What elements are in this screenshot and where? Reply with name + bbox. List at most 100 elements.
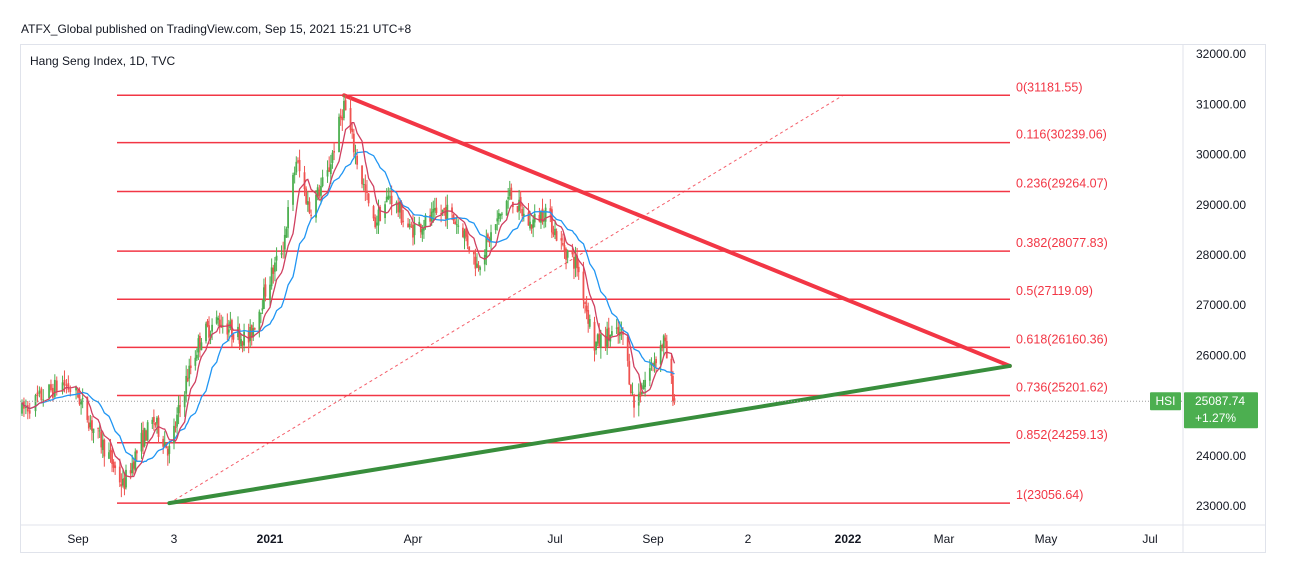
candle-body: [87, 422, 90, 429]
candle-body: [209, 334, 212, 337]
candle-body: [544, 207, 547, 222]
candle-body: [243, 331, 245, 346]
candle-body: [661, 345, 664, 347]
candle-body: [585, 305, 588, 312]
candle-body: [232, 334, 235, 340]
candle-body: [310, 214, 312, 216]
moving-averages: [21, 121, 676, 478]
price-tick-label: 27000.00: [1196, 298, 1246, 312]
candle-body: [577, 266, 580, 273]
candle-body: [499, 213, 502, 216]
candle-body: [611, 331, 613, 336]
candle-body: [316, 187, 319, 197]
symbol-title: Hang Seng Index, 1D, TVC: [30, 54, 176, 68]
candle-body: [156, 417, 158, 424]
candle-body: [516, 205, 519, 213]
candle-body: [435, 207, 438, 214]
candle-body: [385, 196, 388, 203]
candle-body: [552, 232, 555, 235]
candle-body: [508, 190, 511, 196]
candle-body: [598, 333, 601, 347]
candle-body: [384, 204, 386, 219]
candle-body: [21, 402, 23, 414]
candle-body: [496, 218, 499, 222]
candle-body: [604, 335, 607, 347]
fib-level-label: 0.852(24259.13): [1016, 428, 1108, 442]
candle-body: [194, 357, 197, 366]
candle-body: [501, 213, 503, 215]
trendlines: [167, 93, 1012, 506]
candle-body: [264, 284, 267, 297]
symbol-badge-label: HSI: [1155, 394, 1175, 408]
candle-body: [38, 390, 41, 394]
candle-body: [443, 208, 446, 210]
candle-body: [593, 321, 596, 351]
candle-body: [285, 228, 288, 238]
candle-body: [40, 388, 43, 401]
candle-body: [91, 420, 93, 431]
candle-body: [617, 327, 620, 335]
candle-body: [143, 428, 146, 446]
candle-body: [641, 392, 643, 394]
time-tick-label: 2021: [257, 532, 284, 546]
candle-body: [479, 267, 481, 270]
candle-body: [441, 209, 444, 213]
candle-body: [48, 384, 50, 399]
candle-body: [446, 204, 449, 219]
candle-body: [252, 328, 255, 337]
candle-body: [366, 190, 368, 193]
candle-body: [200, 342, 203, 351]
candle-body: [344, 100, 347, 111]
candle-body: [259, 312, 262, 314]
candle-body: [272, 267, 275, 274]
candle-body: [429, 214, 432, 222]
candle-body: [540, 211, 542, 223]
candle-body: [162, 438, 165, 447]
candle-body: [474, 256, 477, 269]
candle-body: [145, 430, 148, 441]
time-tick-label: Jul: [547, 532, 562, 546]
candle-body: [292, 174, 294, 205]
candle-body: [114, 465, 117, 469]
candle-body: [61, 382, 64, 392]
candle-body: [269, 284, 271, 300]
candle-body: [410, 226, 413, 228]
candle-body: [642, 385, 645, 390]
candle-body: [377, 209, 380, 226]
ma-fast-line: [21, 121, 676, 478]
candle-body: [261, 308, 264, 311]
candle-body: [424, 215, 427, 227]
candle-body: [628, 361, 631, 385]
time-tick-label: 3: [171, 532, 178, 546]
candle-body: [421, 229, 424, 235]
fib-level-label: 0.382(28077.83): [1016, 236, 1108, 250]
candle-body: [186, 377, 189, 381]
candle-body: [177, 405, 180, 414]
candle-body: [185, 375, 188, 394]
price-tick-label: 31000.00: [1196, 97, 1246, 111]
candle-body: [390, 195, 393, 205]
candle-body: [65, 384, 68, 386]
candle-body: [75, 386, 77, 391]
candle-body: [398, 203, 401, 213]
candle-body: [412, 224, 414, 238]
candle-body: [28, 410, 31, 414]
candle-body: [120, 484, 123, 487]
candle-body: [485, 236, 488, 258]
candle-body: [258, 311, 261, 331]
time-tick-label: Apr: [404, 532, 423, 546]
candle-body: [407, 223, 409, 228]
price-tick-label: 29000.00: [1196, 198, 1246, 212]
candle-body: [454, 221, 457, 225]
candle-body: [389, 196, 391, 198]
candle-body: [560, 238, 563, 241]
fib-level-label: 0.618(26160.36): [1016, 332, 1108, 346]
candle-body: [270, 267, 273, 287]
candle-body: [637, 393, 640, 406]
candle-body: [142, 430, 144, 448]
candle-body: [326, 170, 329, 177]
candle-body: [174, 426, 177, 428]
candle-body: [24, 407, 27, 409]
time-tick-label: Sep: [642, 532, 664, 546]
